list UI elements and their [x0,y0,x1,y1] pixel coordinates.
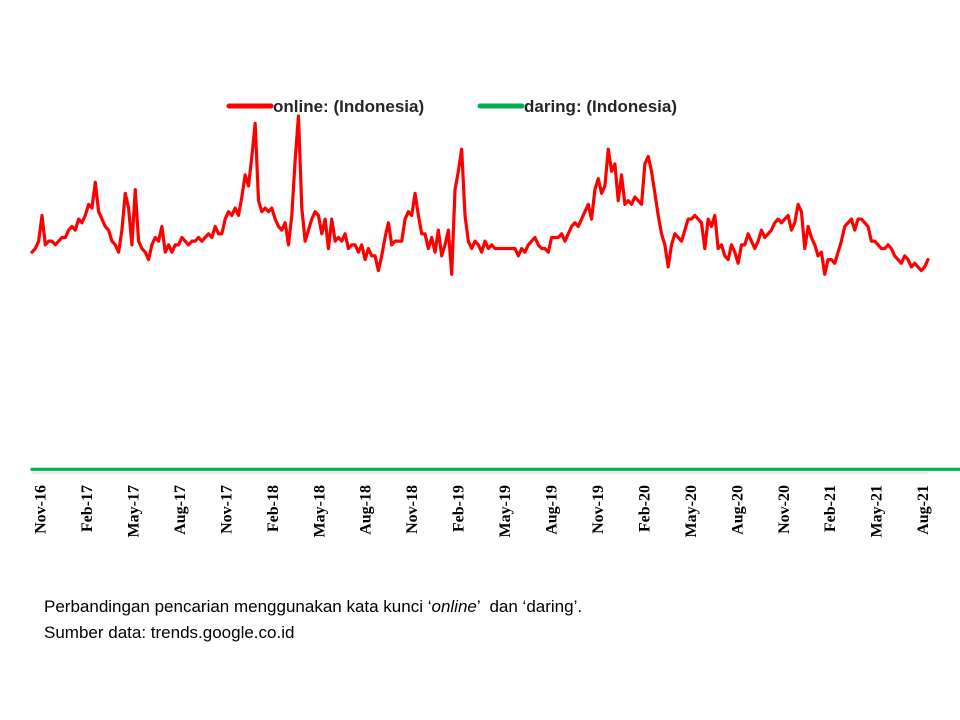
caption-line-1: Perbandingan pencarian menggunakan kata … [44,594,582,620]
x-tick-label: May-20 [683,485,700,537]
x-tick-label: Feb-20 [636,485,653,532]
x-axis-tick-labels: Nov-16 Feb-17 May-17 Aug-17 Nov-17 Feb-18 May-… [33,485,933,537]
x-tick-label: Aug-18 [358,485,375,535]
line-chart: online: (Indonesia) daring: (Indonesia) N… [30,97,960,537]
x-tick-label: Feb-17 [79,485,96,532]
caption-keyword-online: online [431,597,477,616]
x-tick-label: Nov-19 [590,485,607,534]
x-tick-label: Aug-19 [544,485,561,535]
x-tick-label: Feb-18 [265,485,282,532]
x-tick-label: Aug-17 [172,485,189,535]
x-tick-label: Aug-20 [729,485,746,535]
x-tick-label: May-19 [497,485,514,537]
x-tick-label: Feb-21 [822,485,839,532]
x-tick-label: Aug-21 [915,485,932,535]
caption-text-prefix: Perbandingan pencarian menggunakan kata … [44,597,432,616]
caption-line-2: Sumber data: trends.google.co.id [44,623,295,642]
x-tick-label: Nov-18 [404,485,421,534]
chart-legend: online: (Indonesia) daring: (Indonesia) [226,97,677,116]
figure-caption: Perbandingan pencarian menggunakan kata … [44,594,582,646]
x-tick-label: May-17 [126,485,143,537]
x-tick-label: Nov-20 [776,485,793,534]
legend-label-online: online: (Indonesia) [273,97,424,116]
x-tick-label: May-18 [311,485,328,537]
series-lines [30,114,960,471]
series-line-online [30,114,930,276]
caption-text-suffix: ’ dan ‘daring’. [476,597,583,616]
x-tick-label: May-21 [869,485,886,537]
x-tick-label: Nov-16 [33,485,50,534]
x-tick-label: Nov-17 [218,485,235,534]
x-tick-label: Feb-19 [451,485,468,532]
legend-label-daring: daring: (Indonesia) [524,97,677,116]
